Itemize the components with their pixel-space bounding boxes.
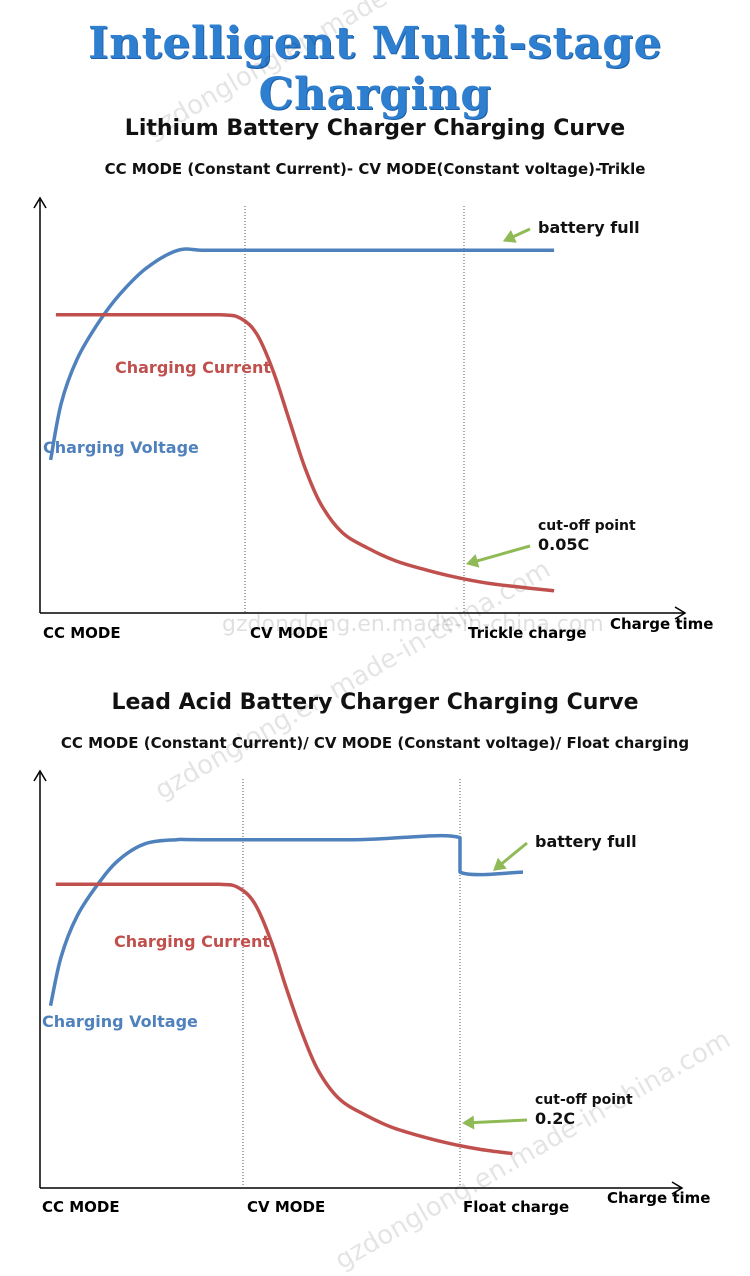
- phase-label: CC MODE: [42, 1198, 120, 1216]
- annotation-arrow-shaft: [498, 841, 528, 867]
- phase-label: CV MODE: [250, 624, 328, 642]
- phase-label: Trickle charge: [468, 624, 587, 642]
- x-axis-arrow: [674, 606, 687, 620]
- annotation: battery full: [502, 218, 640, 243]
- annotation-arrow-shaft: [469, 1118, 528, 1125]
- annotation-arrow-head: [502, 230, 517, 243]
- chart-2-subtitle: CC MODE (Constant Current)/ CV MODE (Con…: [60, 734, 690, 752]
- annotation-text: 0.2C: [535, 1109, 575, 1128]
- annotation-text: 0.05C: [538, 535, 589, 554]
- main-title: Intelligent Multi-stage Charging: [87, 18, 662, 120]
- phase-label: CC MODE: [43, 624, 121, 642]
- x-axis-label: Charge time: [607, 1189, 710, 1207]
- series-label-current: Charging Current: [114, 932, 270, 951]
- x-axis-label: Charge time: [610, 615, 713, 633]
- phase-label: CV MODE: [247, 1198, 325, 1216]
- series-line-current: [55, 882, 513, 1156]
- annotation-arrow-head: [465, 554, 480, 568]
- phase-label: Float charge: [463, 1198, 569, 1216]
- chart-1-subtitle: CC MODE (Constant Current)- CV MODE(Cons…: [104, 160, 646, 178]
- series-line-voltage: [48, 833, 524, 1007]
- annotation-text: cut-off point: [535, 1092, 633, 1108]
- series-label-current: Charging Current: [115, 358, 271, 377]
- chart-2-lead-acid: Charging Voltage Charging Current CC MODE C…: [33, 769, 710, 1216]
- annotation-text: battery full: [535, 832, 637, 851]
- series-line-current: [55, 313, 555, 593]
- series-line-voltage: [48, 247, 555, 461]
- annotation-text: cut-off point: [538, 518, 636, 534]
- y-axis-arrow: [33, 769, 47, 782]
- chart-1-lithium: Charging Voltage Charging Current CC MODE C…: [33, 196, 713, 642]
- series-label-voltage: Charging Voltage: [42, 1012, 198, 1031]
- chart-2-title: Lead Acid Battery Charger Charging Curve: [111, 690, 639, 715]
- annotation-arrow-head: [461, 1115, 475, 1130]
- y-axis-arrow: [33, 196, 47, 209]
- series-label-voltage: Charging Voltage: [43, 438, 199, 457]
- annotation-text: battery full: [538, 218, 640, 237]
- annotation-arrow-shaft: [473, 544, 531, 564]
- chart-1-title: Lithium Battery Charger Charging Curve: [124, 116, 626, 141]
- annotation-arrow-head: [493, 857, 507, 871]
- x-axis-arrow: [671, 1181, 684, 1195]
- annotation: battery full: [493, 832, 637, 871]
